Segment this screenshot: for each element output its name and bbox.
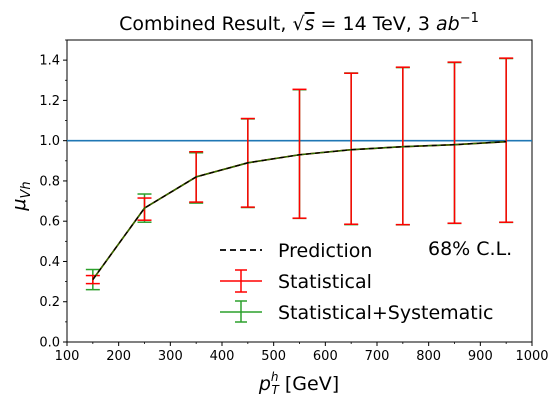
x-axis-label: ph T [GeV] bbox=[258, 370, 339, 397]
y-tick-label: 0.4 bbox=[39, 255, 60, 270]
legend-systematic-label: Statistical+Systematic bbox=[278, 302, 493, 324]
y-tick-label: 0.6 bbox=[39, 215, 60, 230]
legend-statistical-swatch bbox=[220, 269, 262, 293]
legend: Prediction Statistical Statistical+Syste… bbox=[220, 240, 493, 324]
confidence-level-annotation: 68% C.L. bbox=[428, 238, 512, 260]
y-tick-label: 1.2 bbox=[39, 94, 60, 109]
prediction-line bbox=[92, 141, 507, 280]
x-tick-label: 600 bbox=[313, 349, 338, 364]
y-axis-label: μVh bbox=[8, 181, 34, 211]
data-lines bbox=[92, 140, 507, 281]
y-tick-label: 1.4 bbox=[39, 54, 60, 69]
legend-statistical-label: Statistical bbox=[278, 271, 372, 293]
x-tick-label: 100 bbox=[55, 349, 80, 364]
x-tick-label: 500 bbox=[261, 349, 286, 364]
legend-prediction-label: Prediction bbox=[278, 240, 372, 262]
error-bar bbox=[344, 72, 359, 225]
error-bar bbox=[447, 61, 462, 224]
y-tick-label: 0.2 bbox=[39, 295, 60, 310]
x-tick-label: 800 bbox=[416, 349, 441, 364]
error-bar bbox=[395, 66, 410, 226]
axis-ticks: 100 200 300 400 500 600 700 800 900 1000 0.0 0.2 0.4… bbox=[39, 39, 549, 364]
y-tick-label: 0.8 bbox=[39, 174, 60, 189]
error-bar bbox=[292, 88, 307, 219]
x-tick-label: 1000 bbox=[515, 349, 548, 364]
legend-systematic-swatch bbox=[220, 300, 262, 323]
x-tick-label: 700 bbox=[365, 349, 390, 364]
error-bar bbox=[499, 57, 514, 223]
y-tick-label: 1.0 bbox=[39, 134, 60, 149]
y-tick-label: 0.0 bbox=[39, 336, 60, 351]
x-tick-label: 200 bbox=[106, 349, 131, 364]
x-tick-label: 300 bbox=[158, 349, 183, 364]
chart-title: Combined Result, √s = 14 TeV, 3 ab−1 bbox=[119, 11, 479, 35]
x-tick-label: 400 bbox=[210, 349, 235, 364]
x-tick-label: 900 bbox=[468, 349, 493, 364]
